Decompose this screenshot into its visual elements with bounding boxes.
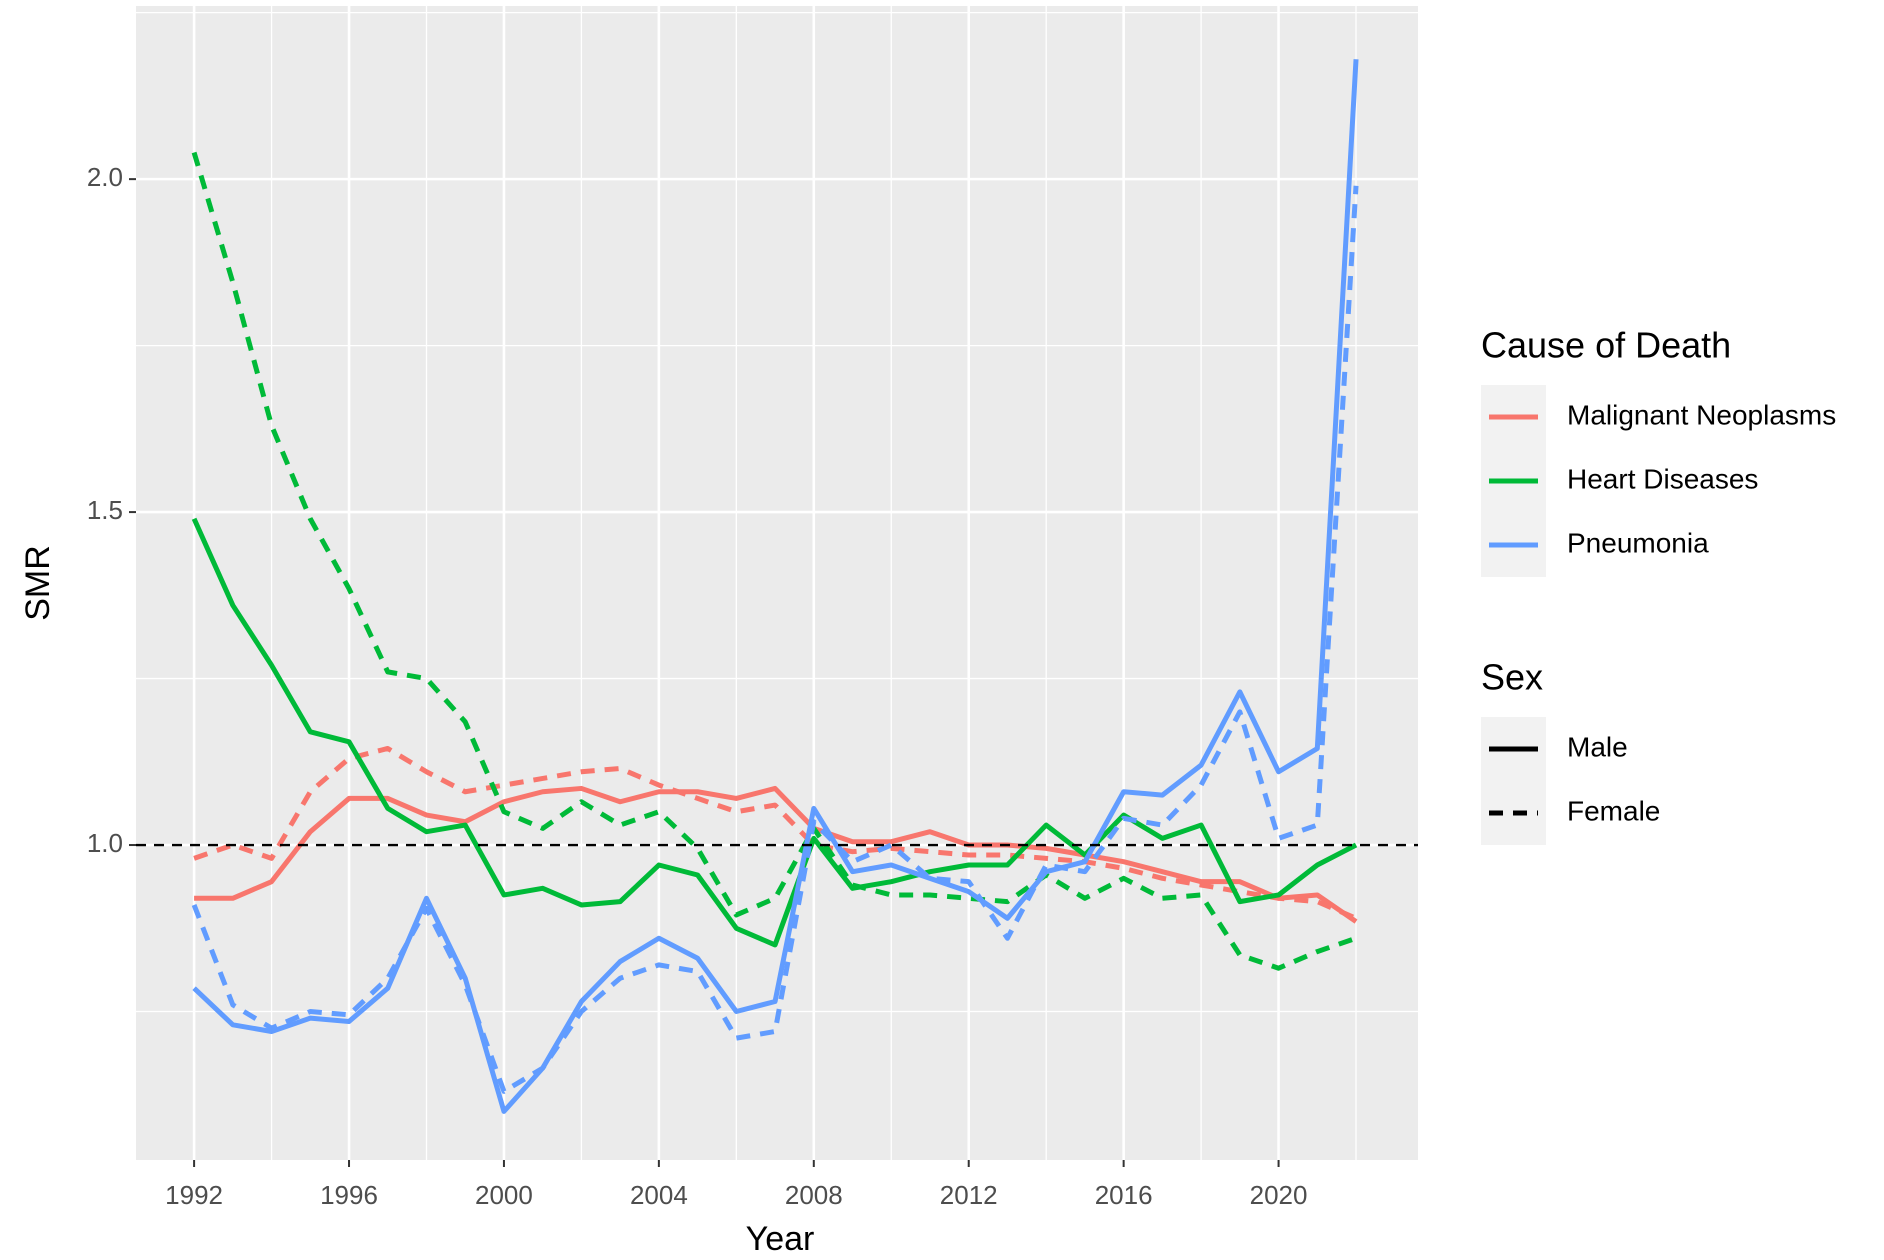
- series-line: [191, 151, 1357, 971]
- x-tick-label: 2008: [785, 1180, 843, 1210]
- x-axis-title: Year: [746, 1220, 815, 1258]
- series-line: [192, 59, 1359, 1114]
- y-tick-label: 2.0: [87, 162, 123, 192]
- legend-title: Cause of Death: [1481, 325, 1731, 366]
- y-tick-label: 1.0: [87, 828, 123, 858]
- x-tick-label: 1996: [320, 1180, 378, 1210]
- y-tick-label: 1.5: [87, 495, 123, 525]
- y-axis-title: SMR: [19, 545, 57, 621]
- series-line: [194, 785, 1358, 924]
- x-tick-label: 2012: [940, 1180, 998, 1210]
- x-tick-label: 2020: [1250, 1180, 1308, 1210]
- series-line: [191, 517, 1358, 948]
- legend-key-bg: [1481, 717, 1546, 845]
- axes: 1992 1996 2000 2004 2008 2012 2016 2020 1.0 1.5 2.…: [87, 162, 1308, 1210]
- legend-label: Pneumonia: [1567, 527, 1709, 558]
- x-tick-label: 1992: [165, 1180, 223, 1210]
- x-tick-label: 2016: [1095, 1180, 1153, 1210]
- legend-label: Female: [1567, 795, 1660, 826]
- lines: [136, 59, 1418, 1114]
- x-tick-label: 2004: [630, 1180, 688, 1210]
- series-line: [193, 745, 1358, 921]
- legend-title: Sex: [1481, 657, 1543, 698]
- x-tick-label: 2000: [475, 1180, 533, 1210]
- legend-label: Heart Diseases: [1567, 463, 1758, 494]
- legend-label: Malignant Neoplasms: [1567, 399, 1836, 430]
- legend-label: Male: [1567, 731, 1628, 762]
- legend: Cause of Death Malignant Neoplasms Heart D…: [1481, 325, 1836, 845]
